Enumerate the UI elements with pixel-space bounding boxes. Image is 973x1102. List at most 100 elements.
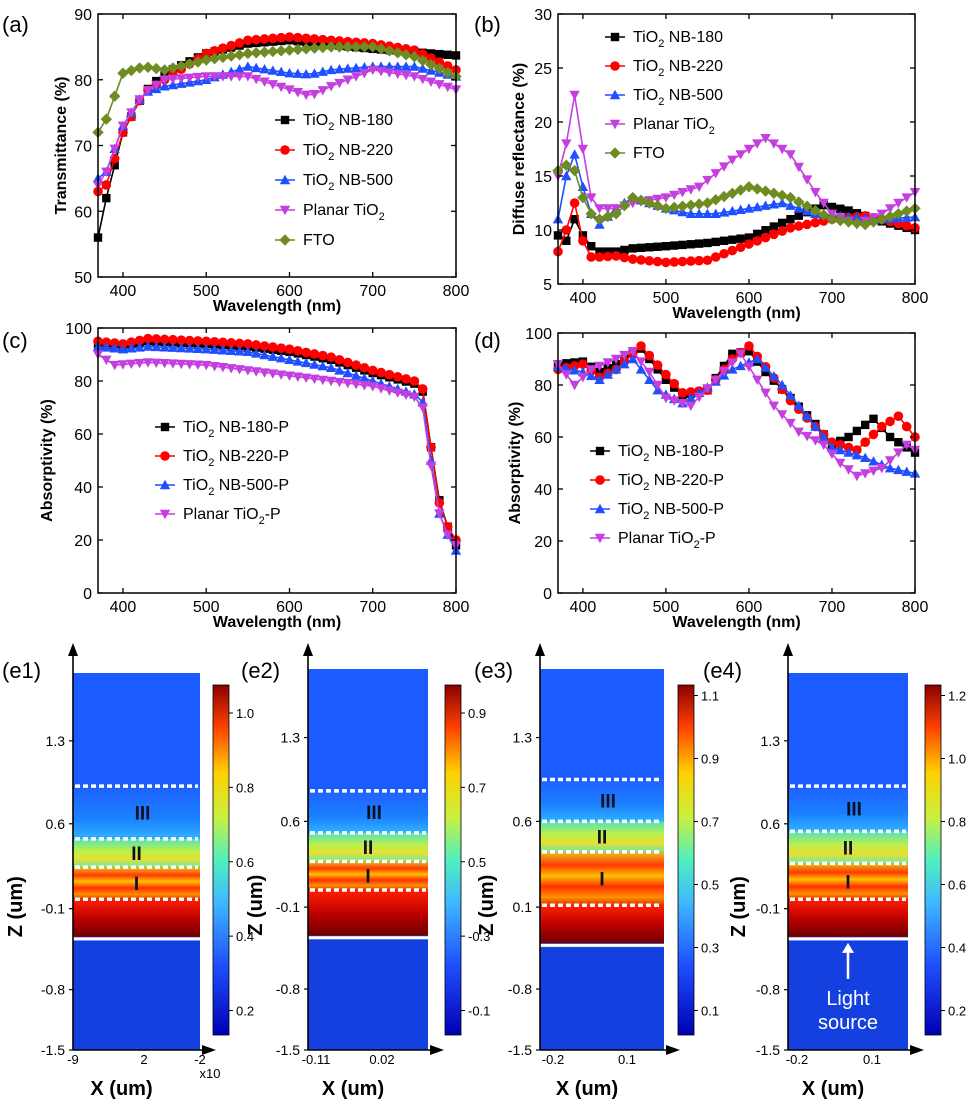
x-tick-label: 800 <box>443 283 470 300</box>
data-point <box>425 58 437 71</box>
legend-label: TiO2 NB-500 <box>303 172 393 193</box>
data-point <box>409 61 420 71</box>
x-axis-title: X (um) <box>90 1078 152 1100</box>
panel-label: (d) <box>474 328 501 353</box>
data-point <box>192 360 204 370</box>
data-point <box>893 198 904 209</box>
data-point <box>677 256 688 267</box>
y-tick-label: 20 <box>74 533 92 550</box>
data-point <box>728 235 737 244</box>
data-point <box>735 150 746 160</box>
data-point <box>392 61 403 71</box>
region-label: III <box>366 803 382 824</box>
data-point <box>417 49 428 59</box>
colorbar-tick-label: 0.8 <box>236 780 254 795</box>
y-tick-label: 50 <box>74 270 92 287</box>
data-point <box>760 232 771 243</box>
data-point <box>644 255 655 266</box>
data-point <box>242 72 254 82</box>
colorbar-tick-label: 0.1 <box>701 1004 719 1019</box>
data-point <box>776 197 788 208</box>
legend-item-3: Planar TiO2 <box>275 202 385 223</box>
data-point <box>727 364 738 374</box>
light-source-label: source <box>818 1012 878 1034</box>
data-point <box>569 149 580 159</box>
y-tick-label: 60 <box>534 430 552 447</box>
data-point <box>442 82 453 93</box>
legend-item-2: TiO2 NB-500 <box>605 87 723 108</box>
data-point <box>267 80 279 90</box>
data-point <box>284 344 295 355</box>
x-tick-label: 800 <box>902 290 929 307</box>
data-point <box>143 333 153 344</box>
legend-label: TiO2 NB-180 <box>633 29 723 50</box>
data-point <box>184 73 195 83</box>
x-axis-title: X (um) <box>556 1078 618 1100</box>
y-tick-label: 90 <box>74 7 92 24</box>
data-point <box>251 34 261 45</box>
data-point <box>292 88 304 98</box>
data-point <box>768 401 780 411</box>
data-point <box>777 218 787 228</box>
data-point <box>276 32 286 43</box>
data-point <box>668 201 680 214</box>
data-point <box>209 46 220 56</box>
data-point <box>569 90 580 101</box>
data-point <box>602 369 614 379</box>
data-point <box>561 370 572 380</box>
legend: TiO2 NB-180 TiO2 NB-220 TiO2 NB-500 Planar … <box>275 112 393 249</box>
legend-marker <box>280 145 290 155</box>
legend-marker <box>595 446 605 456</box>
data-point <box>167 342 179 352</box>
y-tick-label: -0.1 <box>41 901 65 917</box>
data-point <box>101 342 112 352</box>
y-tick-label: -0.1 <box>756 901 780 917</box>
data-point <box>134 342 145 352</box>
layer-iii <box>73 786 200 839</box>
data-point <box>844 432 853 442</box>
data-point <box>317 86 328 96</box>
region-label: II <box>843 838 854 859</box>
y-axis-title: Absorptivity (%) <box>507 402 524 525</box>
data-point <box>702 255 713 266</box>
data-point <box>283 44 296 56</box>
colorbar-tick-label: 1.0 <box>948 752 966 767</box>
data-point <box>678 240 687 250</box>
data-point <box>842 216 855 228</box>
data-point <box>292 43 304 56</box>
data-point <box>794 211 803 220</box>
light-source-label: Light <box>826 988 870 1010</box>
data-point <box>610 354 622 365</box>
x-axis-title: X (um) <box>322 1078 384 1100</box>
data-point <box>652 360 663 370</box>
data-point <box>727 245 738 256</box>
x-tick-label: 400 <box>570 599 597 616</box>
data-point <box>408 51 421 63</box>
data-point <box>892 208 905 220</box>
x-tick-label: 700 <box>359 283 386 300</box>
layer-i <box>788 863 908 900</box>
data-point <box>586 370 597 381</box>
data-point <box>325 82 337 92</box>
data-point <box>342 63 353 73</box>
colorbar-tick-label: -0.3 <box>468 929 490 944</box>
chart-panel-b: (b) 400 500 600 700 800 5 10 15 20 25 30 Wavelength … <box>474 7 928 322</box>
data-point <box>694 255 704 266</box>
legend-item-4: FTO <box>275 232 335 249</box>
data-point <box>443 50 452 59</box>
region-label: II <box>131 844 142 865</box>
data-point <box>735 204 746 214</box>
data-point <box>400 70 412 81</box>
data-point <box>561 139 572 149</box>
data-point <box>192 343 204 354</box>
data-point <box>102 193 111 203</box>
y-tick-label: 30 <box>534 7 552 24</box>
data-point <box>677 399 688 409</box>
data-point <box>793 162 804 173</box>
legend-marker <box>609 119 621 130</box>
x-tick-label: 500 <box>193 283 220 300</box>
data-point <box>595 367 604 377</box>
legend-label: Planar TiO2-P <box>618 530 716 551</box>
x-tick-label: -0.11 <box>302 1052 331 1067</box>
data-point <box>810 217 821 228</box>
